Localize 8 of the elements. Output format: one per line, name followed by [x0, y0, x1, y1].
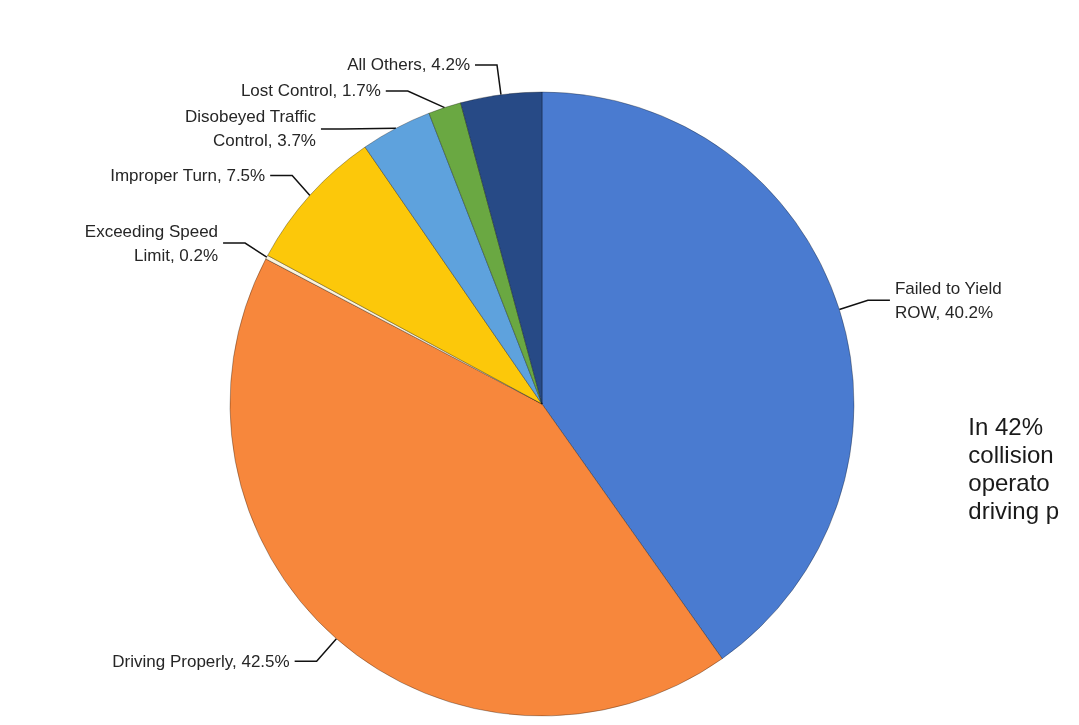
slice-label: Improper Turn, 7.5% [110, 165, 266, 185]
text: In 42% collision operato driving p [968, 412, 1059, 524]
slice-label: Disobeyed Traffic Control, 3.7% [184, 107, 317, 151]
slice-label: Driving Properly, 42.5% [112, 651, 290, 671]
slice-label: All Others, 4.2% [347, 55, 471, 75]
slice-label: Lost Control, 1.7% [240, 81, 381, 101]
slice-label: Exceeding Speed Limit, 0.2% [84, 221, 219, 265]
slice-label: Failed to Yield ROW, 40.2% [894, 278, 1002, 322]
